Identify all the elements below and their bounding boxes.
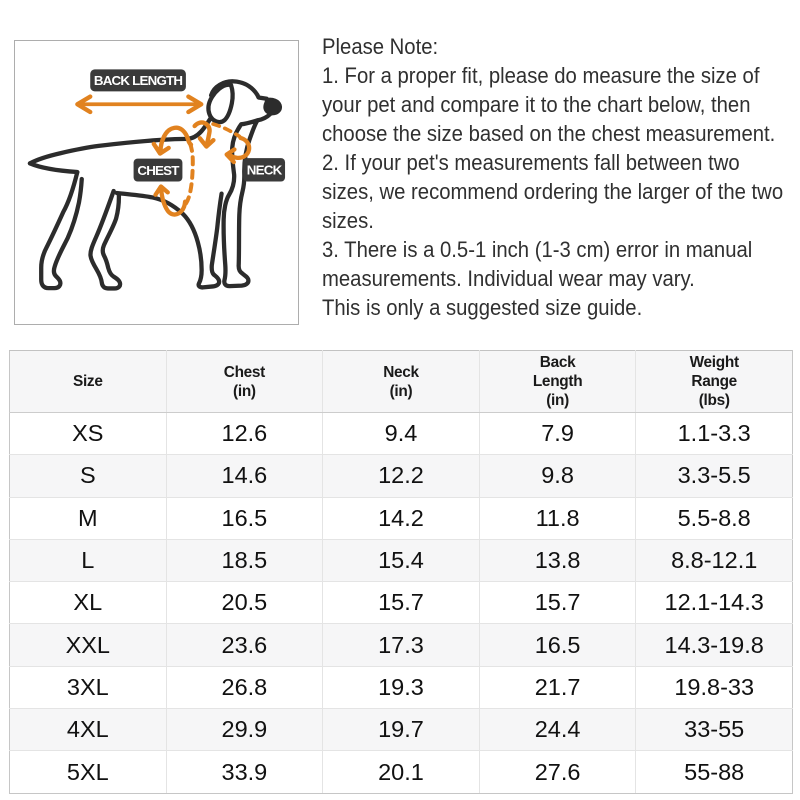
svg-text:BACK LENGTH: BACK LENGTH	[94, 73, 182, 88]
svg-text:NECK: NECK	[247, 163, 283, 178]
svg-text:CHEST: CHEST	[137, 163, 179, 178]
